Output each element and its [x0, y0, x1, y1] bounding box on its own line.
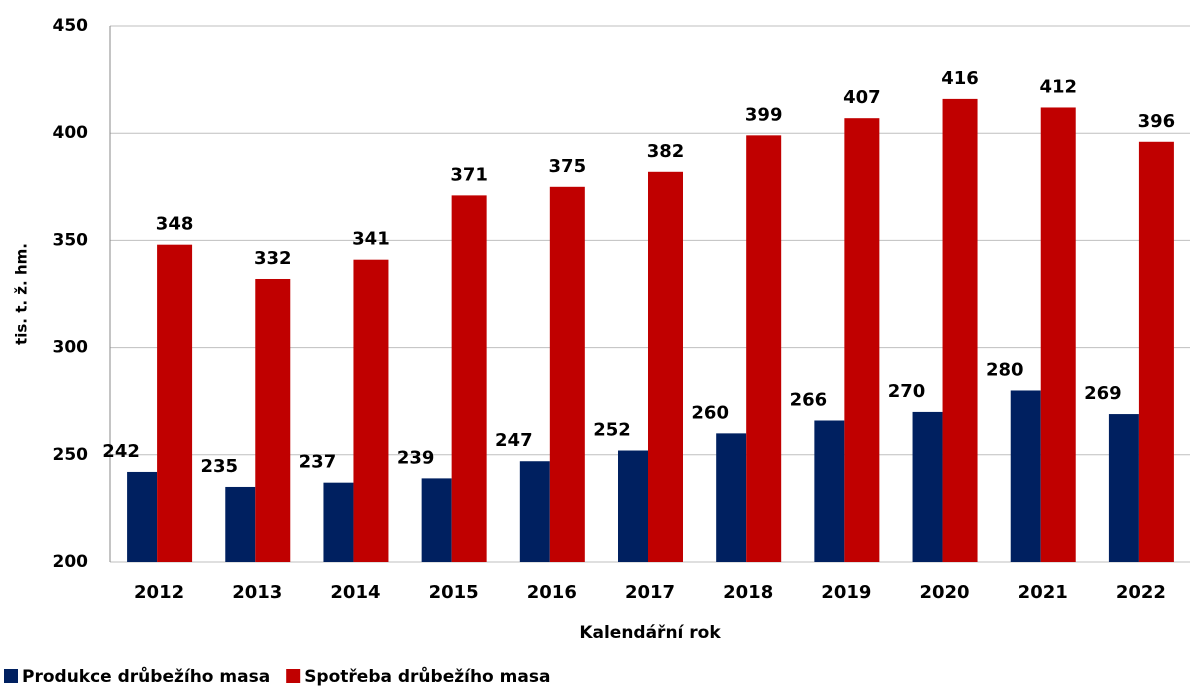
data-label: 375: [549, 156, 587, 177]
x-tick-label: 2016: [527, 582, 577, 603]
data-label: 332: [254, 248, 292, 269]
x-tick-label: 2017: [625, 582, 675, 603]
bar: [323, 482, 354, 562]
y-tick-label: 450: [53, 16, 89, 36]
bar: [814, 420, 845, 562]
data-label: 235: [200, 456, 238, 477]
x-tick-label: 2018: [723, 582, 773, 603]
bar: [844, 118, 880, 562]
x-tick-label: 2022: [1116, 582, 1166, 603]
x-tick-label: 2020: [919, 582, 969, 603]
bar: [648, 171, 683, 563]
bar: [225, 486, 256, 562]
bar: [1138, 141, 1174, 562]
bar: [1010, 390, 1041, 562]
data-label: 348: [156, 214, 194, 235]
y-tick-label: 200: [53, 552, 89, 572]
y-tick-label: 300: [53, 338, 89, 358]
data-label: 382: [647, 141, 685, 162]
legend-label: Spotřeba drůbežího masa: [304, 665, 550, 687]
data-label: 260: [691, 402, 729, 423]
bar: [716, 433, 747, 562]
bar: [157, 244, 193, 563]
data-label: 239: [397, 447, 435, 468]
data-label: 396: [1138, 111, 1176, 132]
legend-swatch: [4, 669, 18, 683]
bar: [912, 411, 943, 562]
y-axis-title: tis. t. ž. hm.: [13, 243, 31, 345]
data-label: 412: [1039, 76, 1077, 97]
x-tick-label: 2021: [1018, 582, 1068, 603]
bar: [353, 259, 389, 562]
bar: [421, 478, 452, 562]
bar: [255, 278, 291, 562]
x-tick-label: 2014: [330, 582, 380, 603]
x-tick-label: 2012: [134, 582, 184, 603]
bar: [942, 98, 978, 563]
data-label: 407: [843, 87, 881, 108]
data-label: 399: [745, 104, 783, 125]
bar: [618, 450, 648, 562]
bar: [127, 471, 158, 562]
data-label: 242: [102, 441, 140, 462]
y-tick-label: 350: [53, 230, 89, 250]
bar: [1108, 414, 1139, 562]
legend-label: Produkce drůbežího masa: [22, 665, 270, 687]
y-tick-label: 250: [53, 445, 89, 465]
x-tick-label: 2015: [429, 582, 479, 603]
data-label: 247: [495, 430, 533, 451]
data-label: 266: [790, 389, 828, 410]
x-tick-label: 2019: [821, 582, 871, 603]
x-tick-label: 2013: [232, 582, 282, 603]
bar: [451, 195, 487, 562]
y-tick-label: 400: [53, 123, 89, 143]
bar: [746, 135, 782, 562]
x-axis-title: Kalendářní rok: [579, 623, 721, 643]
bar: [519, 461, 550, 562]
data-label: 280: [986, 359, 1024, 380]
data-label: 269: [1084, 383, 1122, 404]
bar: [1040, 107, 1076, 563]
data-label: 371: [450, 164, 488, 185]
legend-swatch: [286, 669, 301, 683]
data-label: 416: [941, 68, 979, 89]
data-label: 341: [352, 229, 390, 250]
data-label: 252: [593, 420, 631, 441]
data-label: 270: [888, 381, 926, 402]
bar: [549, 186, 585, 563]
data-label: 237: [299, 452, 337, 473]
